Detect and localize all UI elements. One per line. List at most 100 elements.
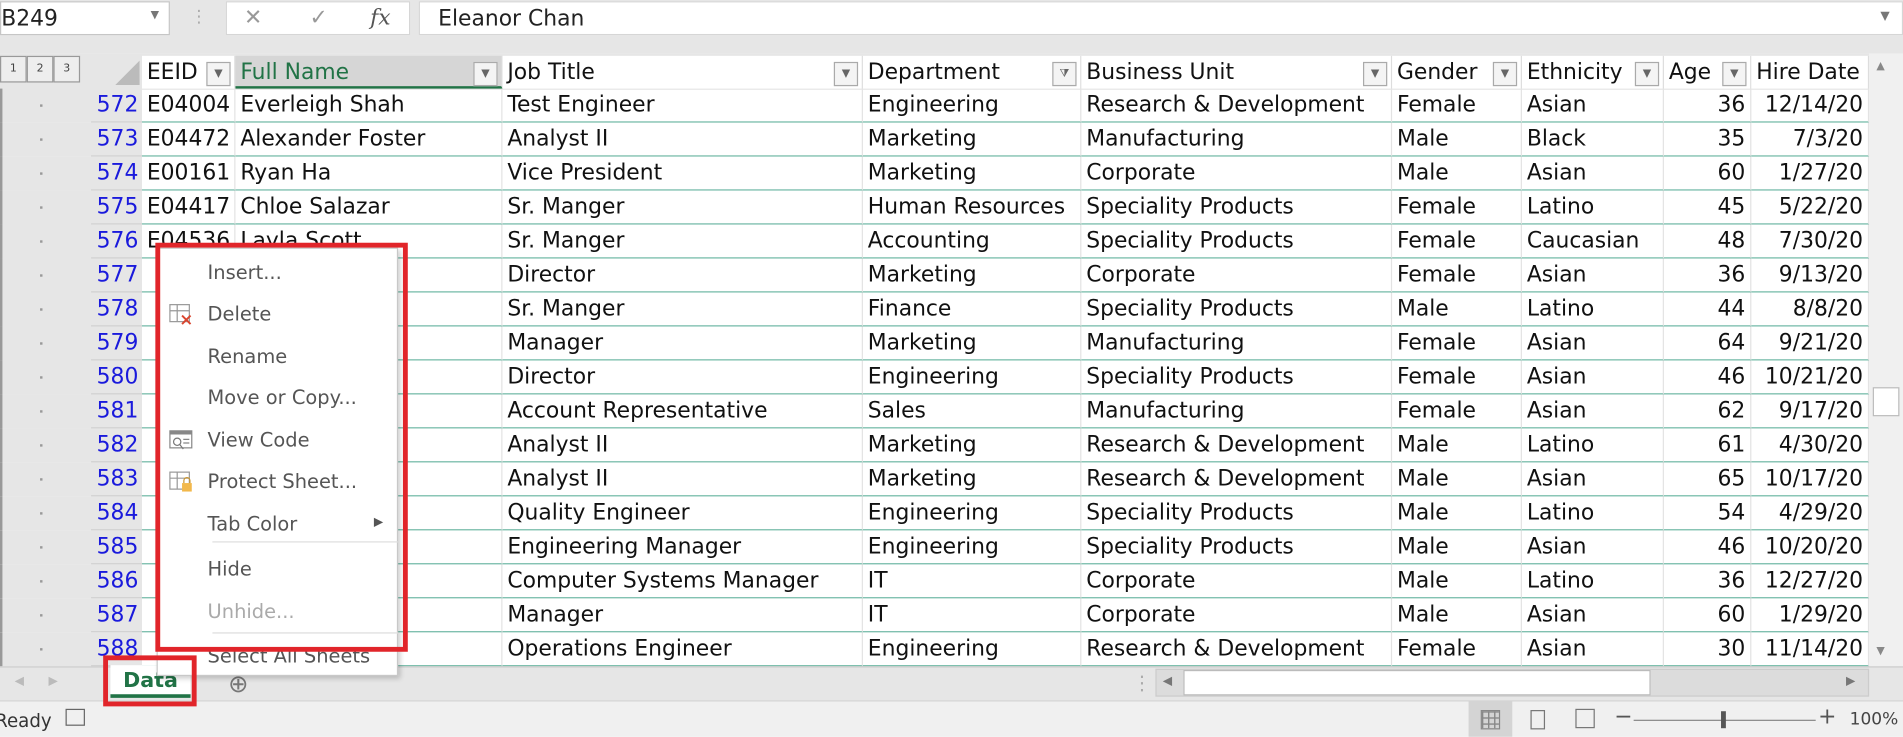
horizontal-scrollbar[interactable]: ◀ ▶ bbox=[1155, 668, 1870, 697]
cell[interactable]: Latino bbox=[1521, 428, 1664, 463]
column-header-job-title[interactable]: Job Title bbox=[502, 55, 863, 89]
cell[interactable]: Manufacturing bbox=[1081, 326, 1393, 361]
row-number[interactable]: 579 bbox=[91, 326, 143, 361]
horizontal-scroll-thumb[interactable] bbox=[1183, 669, 1651, 696]
cell[interactable]: Asian bbox=[1521, 598, 1664, 633]
cell[interactable]: Analyst II bbox=[502, 122, 863, 157]
filter-dropdown-icon[interactable]: ▼ bbox=[1722, 61, 1747, 87]
cell[interactable]: Sr. Manger bbox=[502, 190, 863, 225]
cell[interactable]: Manager bbox=[502, 598, 863, 633]
cell[interactable]: Speciality Products bbox=[1081, 496, 1393, 531]
cell[interactable]: 7/3/20 bbox=[1751, 122, 1870, 157]
cell[interactable]: 5/22/20 bbox=[1751, 190, 1870, 225]
chevron-down-icon[interactable]: ▼ bbox=[150, 9, 159, 22]
cell[interactable]: Latino bbox=[1521, 292, 1664, 327]
row-number[interactable]: 575 bbox=[91, 190, 143, 225]
row-number[interactable]: 578 bbox=[91, 292, 143, 327]
cell[interactable]: Asian bbox=[1521, 156, 1664, 191]
splitter-handle[interactable]: ⋮ bbox=[1132, 671, 1152, 695]
cell[interactable]: Male bbox=[1392, 530, 1522, 565]
cell[interactable]: Accounting bbox=[862, 224, 1082, 259]
row-number[interactable]: 586 bbox=[91, 564, 143, 599]
cell[interactable]: Manufacturing bbox=[1081, 394, 1393, 429]
cell[interactable]: Male bbox=[1392, 496, 1522, 531]
cell[interactable]: Corporate bbox=[1081, 564, 1393, 599]
cell[interactable]: Marketing bbox=[862, 326, 1082, 361]
cell[interactable]: Sales bbox=[862, 394, 1082, 429]
cell[interactable]: Asian bbox=[1521, 632, 1664, 667]
cell[interactable]: 9/13/20 bbox=[1751, 258, 1870, 293]
row-number[interactable]: 576 bbox=[91, 224, 143, 259]
cell[interactable]: 35 bbox=[1663, 122, 1752, 157]
row-number[interactable]: 580 bbox=[91, 360, 143, 395]
cell[interactable]: 4/30/20 bbox=[1751, 428, 1870, 463]
cell[interactable]: 46 bbox=[1663, 530, 1752, 565]
insert-function-icon[interactable]: fx bbox=[370, 4, 391, 31]
cell[interactable]: Manufacturing bbox=[1081, 122, 1393, 157]
tab-scroll-left-icon[interactable]: ◀ bbox=[14, 674, 24, 689]
cell[interactable]: Asian bbox=[1521, 88, 1664, 123]
enter-icon[interactable]: ✓ bbox=[309, 4, 328, 31]
cell[interactable]: Research & Development bbox=[1081, 428, 1393, 463]
cell[interactable]: 7/30/20 bbox=[1751, 224, 1870, 259]
cell[interactable]: Asian bbox=[1521, 394, 1664, 429]
row-number[interactable]: 577 bbox=[91, 258, 143, 293]
cell[interactable]: Engineering bbox=[862, 530, 1082, 565]
vertical-scrollbar[interactable]: ▲ ▼ bbox=[1869, 53, 1903, 667]
row-number[interactable]: 582 bbox=[91, 428, 143, 463]
cell[interactable]: Black bbox=[1521, 122, 1664, 157]
cell[interactable]: Account Representative bbox=[502, 394, 863, 429]
row-number[interactable]: 581 bbox=[91, 394, 143, 429]
scroll-left-icon[interactable]: ◀ bbox=[1162, 674, 1173, 689]
expand-formula-icon[interactable]: ▼ bbox=[1880, 9, 1890, 24]
column-header-business-unit[interactable]: Business Unit bbox=[1081, 55, 1393, 89]
cell[interactable]: Chloe Salazar bbox=[235, 190, 503, 225]
outline-level-2[interactable]: 2 bbox=[26, 55, 54, 83]
cell[interactable]: 10/17/20 bbox=[1751, 462, 1870, 497]
cell[interactable]: Speciality Products bbox=[1081, 360, 1393, 395]
column-header-hire-date[interactable]: Hire Date bbox=[1751, 55, 1870, 89]
cell[interactable]: Male bbox=[1392, 156, 1522, 191]
cell[interactable]: Corporate bbox=[1081, 258, 1393, 293]
cell[interactable]: Operations Engineer bbox=[502, 632, 863, 667]
cell[interactable]: 62 bbox=[1663, 394, 1752, 429]
filter-dropdown-icon[interactable]: ▼ bbox=[206, 61, 231, 87]
cell[interactable]: 8/8/20 bbox=[1751, 292, 1870, 327]
cell[interactable]: Finance bbox=[862, 292, 1082, 327]
filter-dropdown-icon[interactable]: ▼ bbox=[1492, 61, 1518, 87]
vertical-scroll-thumb[interactable] bbox=[1872, 387, 1900, 417]
menu-item-protect-sheet[interactable]: Protect Sheet... bbox=[207, 469, 358, 493]
cell[interactable]: E04417 bbox=[142, 190, 236, 225]
zoom-level[interactable]: 100% bbox=[1849, 710, 1899, 730]
tab-scroll-right-icon[interactable]: ▶ bbox=[48, 674, 58, 689]
cell[interactable]: Everleigh Shah bbox=[235, 88, 503, 123]
cell[interactable]: 60 bbox=[1663, 156, 1752, 191]
menu-item-rename[interactable]: Rename bbox=[207, 344, 288, 368]
cell[interactable]: Analyst II bbox=[502, 462, 863, 497]
row-number[interactable]: 583 bbox=[91, 462, 143, 497]
filter-applied-icon[interactable]: ⧩ bbox=[1052, 61, 1077, 87]
filter-dropdown-icon[interactable]: ▼ bbox=[1362, 61, 1388, 87]
cell[interactable]: 10/20/20 bbox=[1751, 530, 1870, 565]
cell[interactable]: 36 bbox=[1663, 564, 1752, 599]
column-header-department[interactable]: Department bbox=[862, 55, 1082, 89]
cell[interactable]: 36 bbox=[1663, 258, 1752, 293]
cell[interactable]: Female bbox=[1392, 190, 1522, 225]
cell[interactable]: Ryan Ha bbox=[235, 156, 503, 191]
cell[interactable]: Female bbox=[1392, 224, 1522, 259]
cell[interactable]: Female bbox=[1392, 632, 1522, 667]
outline-level-1[interactable]: 1 bbox=[0, 55, 27, 83]
cell[interactable]: Alexander Foster bbox=[235, 122, 503, 157]
cell[interactable]: Research & Development bbox=[1081, 462, 1393, 497]
cell[interactable]: Computer Systems Manager bbox=[502, 564, 863, 599]
row-number[interactable]: 573 bbox=[91, 122, 143, 157]
cell[interactable]: 48 bbox=[1663, 224, 1752, 259]
zoom-in-button[interactable]: + bbox=[1818, 703, 1837, 730]
cell[interactable]: 1/29/20 bbox=[1751, 598, 1870, 633]
cell[interactable]: Latino bbox=[1521, 190, 1664, 225]
cell[interactable]: 46 bbox=[1663, 360, 1752, 395]
cell[interactable]: 44 bbox=[1663, 292, 1752, 327]
cell[interactable]: Engineering bbox=[862, 360, 1082, 395]
cell[interactable]: Marketing bbox=[862, 462, 1082, 497]
cell[interactable]: 61 bbox=[1663, 428, 1752, 463]
